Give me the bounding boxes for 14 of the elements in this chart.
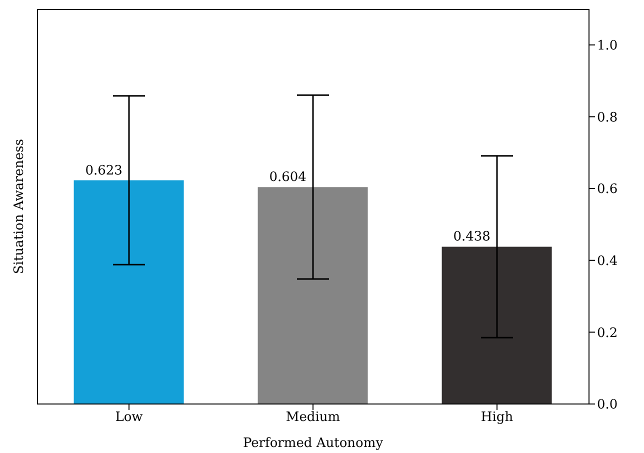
y-tick-label: 0.0 <box>597 398 618 413</box>
x-tick-label: High <box>480 410 514 426</box>
y-tick-label: 1.0 <box>597 38 618 54</box>
data-label: 0.623 <box>85 163 122 178</box>
data-label: 0.604 <box>269 170 306 186</box>
y-tick-label: 0.6 <box>597 182 618 198</box>
x-tick-label: Low <box>115 410 143 426</box>
x-axis-title: Performed Autonomy <box>242 436 384 451</box>
y-tick-label: 0.8 <box>597 110 618 126</box>
y-tick-label: 0.2 <box>597 326 618 341</box>
x-tick-label: Medium <box>286 410 340 426</box>
data-label: 0.438 <box>453 230 490 245</box>
y-tick-label: 0.4 <box>597 254 618 269</box>
y-axis-title: Situation Awareness <box>12 138 27 274</box>
